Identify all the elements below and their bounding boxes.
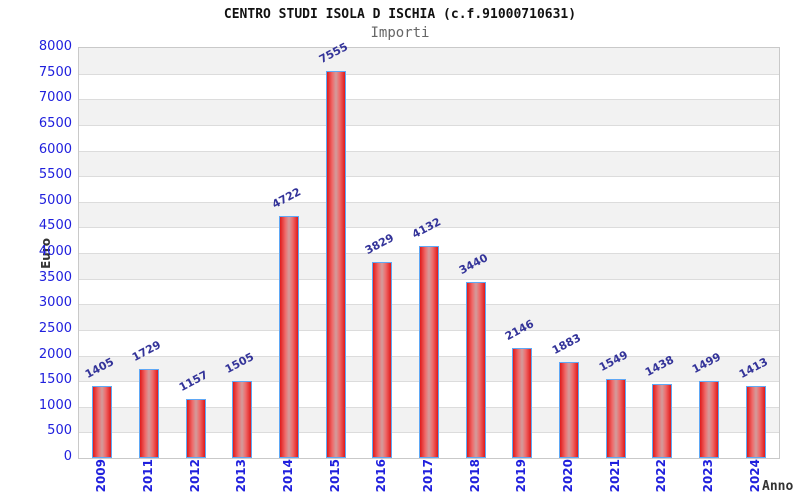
x-tick-label: 2015 — [327, 459, 342, 493]
x-tick: 2015 — [317, 459, 353, 499]
x-tick: 2024 — [737, 459, 773, 499]
x-tick: 2014 — [270, 459, 306, 499]
plot-band — [79, 150, 779, 177]
x-tick: 2023 — [690, 459, 726, 499]
bar-2018 — [465, 281, 486, 458]
chart-subtitle: Importi — [370, 25, 430, 41]
x-tick-label: 2017 — [421, 459, 435, 493]
chart-title: CENTRO STUDI ISOLA D ISCHIA (c.f.9100071… — [223, 7, 577, 22]
bar-2009 — [92, 386, 113, 458]
x-tick: 2021 — [597, 459, 633, 499]
bar-2012 — [185, 398, 206, 458]
y-tick-label: 2000 — [38, 346, 72, 362]
x-tick-label: 2020 — [561, 459, 575, 493]
plot-band — [79, 73, 779, 100]
x-tick-label: 2021 — [607, 459, 622, 493]
gridline — [79, 176, 779, 178]
x-tick: 2012 — [177, 459, 213, 499]
x-axis-title: Anno — [762, 479, 794, 494]
x-tick-label: 2022 — [654, 459, 669, 493]
bar-2014 — [279, 216, 299, 458]
gridline — [79, 99, 779, 101]
bar-2020 — [559, 361, 579, 458]
x-tick-label: 2011 — [141, 459, 155, 493]
gridline — [79, 150, 779, 152]
y-tick-label: 3500 — [38, 269, 72, 285]
plot-band — [79, 124, 779, 151]
plot-band — [79, 201, 779, 228]
bar-2011 — [139, 369, 159, 458]
gridline — [79, 73, 779, 75]
y-tick-label: 4500 — [38, 218, 72, 234]
bar-2019 — [512, 348, 533, 458]
x-tick: 2020 — [550, 459, 586, 499]
x-tick-label: 2014 — [281, 459, 295, 493]
bar-2023 — [699, 381, 719, 458]
y-tick-label: 1000 — [38, 397, 72, 413]
x-tick-label: 2018 — [467, 459, 482, 493]
y-tick-label: 6000 — [38, 141, 72, 157]
x-tick: 2018 — [457, 459, 493, 499]
bar-2021 — [605, 378, 626, 458]
x-tick: 2009 — [83, 459, 119, 499]
bar-2013 — [232, 380, 253, 458]
x-tick-label: 2023 — [701, 459, 715, 493]
y-tick-label: 2500 — [38, 320, 72, 336]
y-tick-label: 8000 — [38, 39, 72, 54]
plot-band — [79, 176, 779, 202]
gridline — [79, 227, 779, 229]
y-tick-label: 5500 — [38, 167, 72, 183]
y-tick-label: 4000 — [38, 244, 72, 259]
x-tick: 2011 — [130, 459, 166, 499]
x-tick-label: 2019 — [514, 459, 529, 493]
bar-2024 — [745, 385, 766, 458]
bar-2016 — [372, 261, 393, 458]
bar-2022 — [652, 384, 673, 458]
bar-2017 — [419, 246, 439, 458]
x-tick-label: 2013 — [234, 459, 249, 493]
plot-band — [79, 48, 779, 74]
y-tick-label: 0 — [63, 449, 72, 464]
x-tick-label: 2024 — [747, 459, 762, 493]
x-tick-label: 2012 — [187, 459, 202, 493]
y-tick-label: 7500 — [38, 64, 72, 80]
plot-area: 1405 1729 1157 1505 4722 7555 3829 4132 3440 2146… — [78, 40, 780, 459]
x-tick: 2016 — [363, 459, 399, 499]
y-tick-label: 5000 — [38, 192, 72, 208]
x-tick: 2022 — [643, 459, 679, 499]
gridline — [79, 201, 779, 203]
y-tick-label: 7000 — [38, 90, 72, 106]
gridline — [79, 124, 779, 126]
x-tick: 2017 — [410, 459, 446, 499]
y-tick-label: 500 — [47, 423, 72, 439]
bar-2015 — [325, 70, 346, 458]
y-tick-label: 6500 — [38, 115, 72, 131]
x-tick: 2013 — [223, 459, 259, 499]
x-tick: 2019 — [503, 459, 539, 499]
x-tick-label: 2016 — [374, 459, 389, 493]
y-tick-label: 3000 — [38, 295, 72, 311]
plot-band — [79, 99, 779, 125]
x-tick-label: 2009 — [94, 459, 109, 493]
y-tick-label: 1500 — [38, 372, 72, 388]
